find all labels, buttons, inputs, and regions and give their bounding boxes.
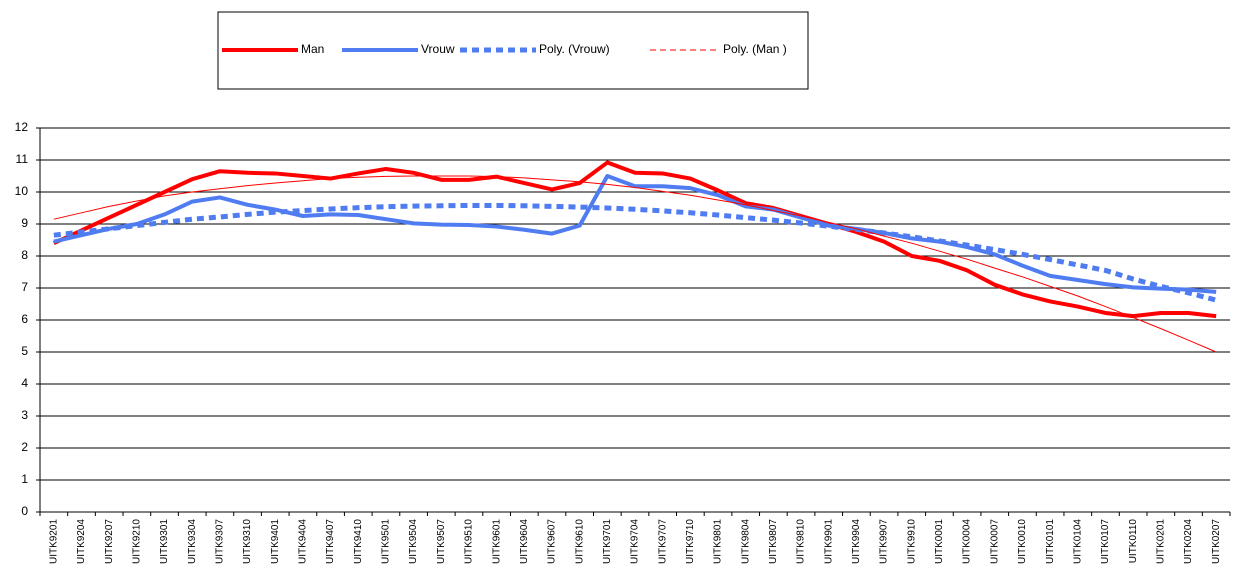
x-tick-label: UITK9701 <box>602 519 613 564</box>
y-tick-label: 2 <box>21 440 28 454</box>
x-tick-label: UITK9201 <box>48 519 59 564</box>
y-tick-label: 3 <box>21 408 28 422</box>
x-tick-label: UITK9307 <box>215 519 226 564</box>
y-tick-label: 12 <box>15 120 29 134</box>
x-tick-label: UITK9904 <box>851 519 862 564</box>
legend-label: Poly. (Man ) <box>723 42 787 56</box>
x-tick-label: UITK9801 <box>713 519 724 564</box>
series-line <box>53 202 1217 303</box>
x-tick-label: UITK9304 <box>187 519 198 564</box>
y-tick-label: 8 <box>21 248 28 262</box>
x-tick-label: UITK0201 <box>1155 519 1166 564</box>
x-tick-label: UITK9910 <box>906 519 917 564</box>
x-tick-label: UITK9407 <box>325 519 336 564</box>
x-tick-label: UITK9907 <box>879 519 890 564</box>
x-tick-label: UITK9210 <box>132 519 143 564</box>
y-tick-label: 0 <box>21 504 28 518</box>
y-tick-label: 6 <box>21 312 28 326</box>
legend-label: Man <box>301 42 324 56</box>
series-line <box>52 160 1217 319</box>
x-tick-label: UITK9704 <box>630 519 641 564</box>
x-tick-label: UITK9804 <box>740 519 751 564</box>
series-line <box>53 174 1217 294</box>
x-tick-label: UITK9401 <box>270 519 281 564</box>
y-tick-label: 5 <box>21 344 28 358</box>
x-tick-label: UITK0104 <box>1072 519 1083 564</box>
x-tick-label: UITK9604 <box>519 519 530 564</box>
x-tick-label: UITK9504 <box>408 519 419 564</box>
x-tick-label: UITK9710 <box>685 519 696 564</box>
x-tick-label: UITK0001 <box>934 519 945 564</box>
x-tick-label: UITK9807 <box>768 519 779 564</box>
y-tick-label: 4 <box>21 376 28 390</box>
y-tick-label: 10 <box>15 184 29 198</box>
x-tick-label: UITK9410 <box>353 519 364 564</box>
x-tick-label: UITK9204 <box>76 519 87 564</box>
x-tick-label: UITK9707 <box>657 519 668 564</box>
y-tick-label: 11 <box>16 152 29 166</box>
x-tick-label: UITK0007 <box>989 519 1000 564</box>
x-tick-label: UITK0204 <box>1183 519 1194 564</box>
y-tick-label: 7 <box>21 280 28 294</box>
x-tick-label: UITK9301 <box>159 519 170 564</box>
series-line <box>53 175 1217 353</box>
x-tick-label: UITK9607 <box>547 519 558 564</box>
x-tick-label: UITK9510 <box>464 519 475 564</box>
x-tick-label: UITK0107 <box>1100 519 1111 564</box>
x-tick-label: UITK0010 <box>1017 519 1028 564</box>
x-tick-label: UITK0110 <box>1128 519 1139 564</box>
x-tick-label: UITK9404 <box>298 519 309 564</box>
x-tick-label: UITK9207 <box>104 519 115 564</box>
x-tick-label: UITK0207 <box>1211 519 1222 564</box>
x-tick-label: UITK9501 <box>381 519 392 564</box>
x-tick-label: UITK9507 <box>436 519 447 564</box>
x-tick-label: UITK0004 <box>962 519 973 564</box>
y-tick-label: 9 <box>21 216 28 230</box>
x-tick-label: UITK0101 <box>1045 519 1056 564</box>
x-tick-label: UITK9310 <box>242 519 253 564</box>
x-tick-label: UITK9601 <box>491 519 502 564</box>
legend-label: Poly. (Vrouw) <box>539 42 610 56</box>
x-tick-label: UITK9610 <box>574 519 585 564</box>
x-tick-label: UITK9901 <box>823 519 834 564</box>
legend-label: Vrouw <box>421 42 455 56</box>
y-tick-label: 1 <box>21 472 28 486</box>
x-tick-label: UITK9810 <box>796 519 807 564</box>
